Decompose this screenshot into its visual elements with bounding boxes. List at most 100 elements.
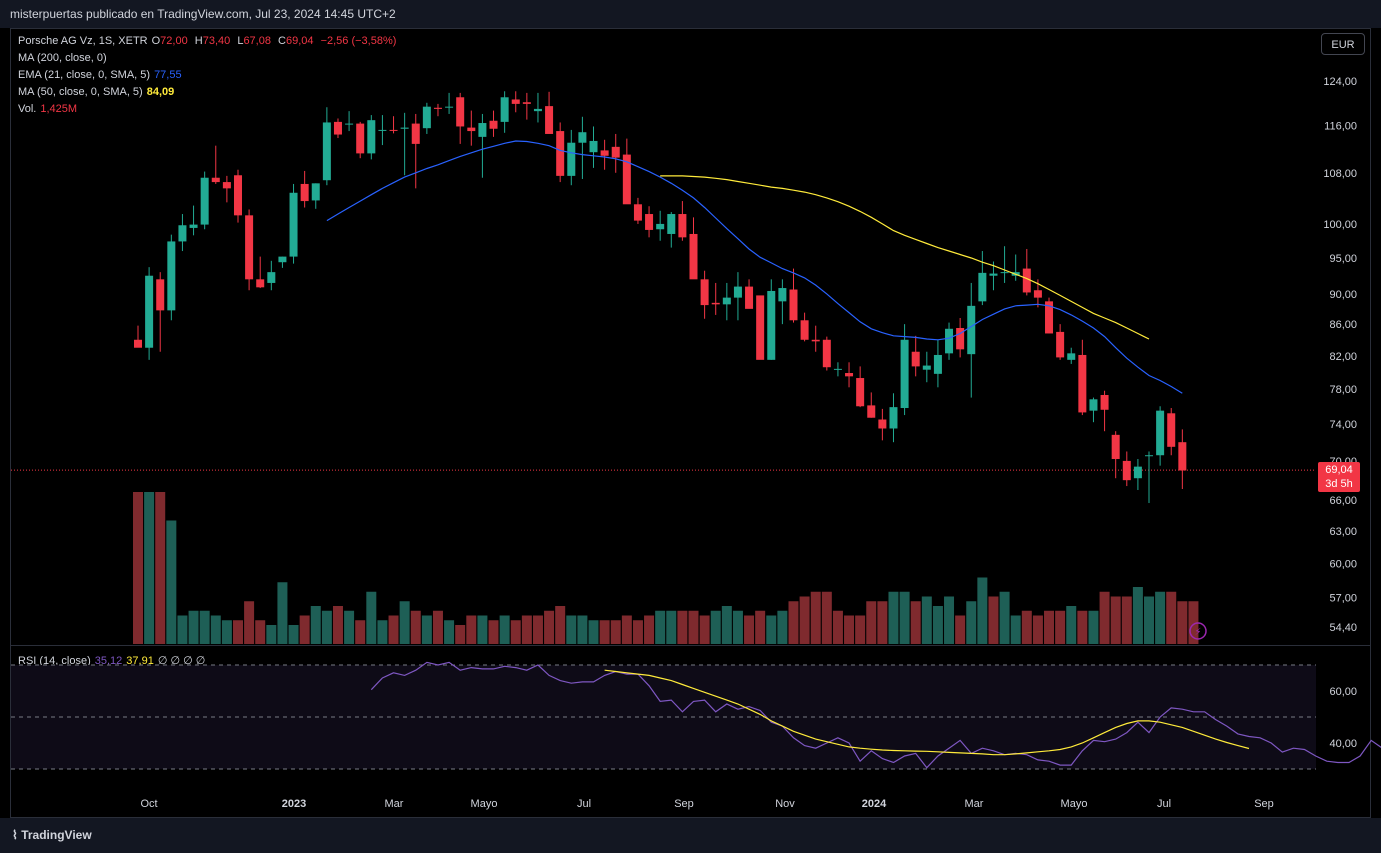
- volume-bar: [577, 615, 588, 644]
- time-tick-label: Sep: [1254, 798, 1274, 810]
- candle-body: [1145, 455, 1154, 457]
- candle-body: [1045, 301, 1054, 334]
- volume-bar: [944, 596, 955, 644]
- candle-body: [711, 302, 720, 305]
- legend-l-label: L: [237, 35, 244, 47]
- candle-body: [167, 241, 176, 311]
- candle-body: [1022, 268, 1031, 293]
- volume-bar: [1055, 610, 1066, 644]
- price-tick-label: 124,00: [1323, 76, 1357, 88]
- time-tick-label: 2024: [862, 798, 887, 810]
- volume-label: Vol.: [18, 103, 37, 115]
- brand-label: TradingView: [21, 828, 92, 842]
- price-tick-label: 63,00: [1329, 526, 1357, 538]
- legend-volume[interactable]: Vol. 1,425M: [18, 103, 81, 115]
- volume-bar: [299, 615, 310, 644]
- volume-bar: [510, 620, 521, 644]
- candle-body: [1156, 410, 1165, 456]
- volume-bar: [388, 615, 399, 644]
- last-price-tag: 69,04 3d 5h: [1318, 462, 1360, 492]
- candle-body: [522, 102, 531, 104]
- rsi-ma-line: [604, 669, 1250, 756]
- candle-body: [1111, 434, 1120, 460]
- ma50-label: MA (50, close, 0, SMA, 5): [18, 86, 143, 98]
- candle-body: [345, 123, 354, 125]
- candle-body: [467, 127, 476, 132]
- volume-bar: [188, 610, 199, 644]
- candle-body: [978, 272, 987, 302]
- volume-bar: [177, 615, 188, 644]
- candle-body: [967, 305, 976, 355]
- candle-body: [578, 132, 587, 143]
- volume-bar: [377, 620, 388, 644]
- volume-bar: [432, 610, 443, 644]
- ma50-value: 84,09: [146, 86, 175, 98]
- candle-body: [256, 279, 265, 288]
- volume-bar: [666, 610, 677, 644]
- rsi-ma-value: 37,91: [126, 655, 154, 667]
- legend-ma50[interactable]: MA (50, close, 0, SMA, 5) 84,09: [18, 86, 178, 98]
- volume-bar: [355, 620, 366, 644]
- candle-body: [478, 123, 487, 137]
- volume-bar: [210, 615, 221, 644]
- time-tick-label: 2023: [282, 798, 306, 810]
- candle-body: [733, 286, 742, 298]
- volume-bar: [899, 591, 910, 644]
- legend-low: 67,08: [243, 35, 271, 47]
- legend-ma200[interactable]: MA (200, close, 0): [18, 52, 111, 64]
- publisher-line: misterpuertas publicado en TradingView.c…: [10, 7, 396, 21]
- currency-button[interactable]: EUR: [1321, 33, 1365, 55]
- volume-bar: [421, 615, 432, 644]
- lightning-icon: [1189, 622, 1207, 640]
- candle-body: [211, 177, 220, 183]
- candle-body: [422, 106, 431, 129]
- rsi-tick-label: 60,00: [1329, 686, 1357, 698]
- candle-body: [378, 129, 387, 131]
- legend-ema21[interactable]: EMA (21, close, 0, SMA, 5) 77,55: [18, 69, 186, 81]
- volume-bar: [1021, 610, 1032, 644]
- pane-separator[interactable]: [11, 645, 1370, 646]
- candle-body: [178, 225, 187, 242]
- price-tick-label: 78,00: [1329, 384, 1357, 396]
- price-tick-label: 95,00: [1329, 253, 1357, 265]
- volume-bar: [644, 615, 655, 644]
- volume-bar: [988, 596, 999, 644]
- volume-bar: [1132, 587, 1143, 644]
- volume-bar: [199, 610, 210, 644]
- volume-bar: [1066, 606, 1077, 644]
- tradingview-logo[interactable]: ⌇ TradingView: [12, 828, 92, 842]
- price-tick-label: 90,00: [1329, 289, 1357, 301]
- price-tick-label: 66,00: [1329, 495, 1357, 507]
- candle-body: [811, 339, 820, 342]
- legend-change: −2,56 (−3,58%): [320, 35, 397, 47]
- candle-body: [233, 175, 242, 216]
- volume-bar: [1144, 596, 1155, 644]
- candle-body: [1067, 353, 1076, 360]
- candle-body: [1089, 399, 1098, 411]
- candle-body: [778, 288, 787, 302]
- price-tick-label: 116,00: [1324, 120, 1357, 132]
- volume-bar: [133, 492, 143, 644]
- candle-body: [400, 127, 409, 129]
- volume-bar: [155, 492, 166, 644]
- volume-bar: [1121, 596, 1132, 644]
- time-tick-label: Oct: [140, 798, 157, 810]
- candle-body: [1000, 272, 1009, 274]
- legend-symbol[interactable]: Porsche AG Vz, 1S, XETR: [18, 35, 148, 47]
- volume-bar: [588, 620, 599, 644]
- ema21-label: EMA (21, close, 0, SMA, 5): [18, 69, 151, 81]
- candle-body: [833, 368, 842, 370]
- legend-rsi[interactable]: RSI (14, close) 35,12 37,91 ∅ ∅ ∅ ∅: [18, 654, 209, 667]
- volume-bar: [877, 601, 888, 644]
- candle-body: [822, 339, 831, 368]
- volume-bar: [566, 615, 577, 644]
- volume-bar: [788, 601, 799, 644]
- volume-bar: [266, 625, 277, 644]
- volume-bar: [544, 610, 555, 644]
- volume-bar: [1044, 610, 1055, 644]
- volume-bar: [455, 625, 466, 644]
- volume-bar: [632, 620, 643, 644]
- rsi-label: RSI (14, close): [18, 655, 91, 667]
- volume-bar: [221, 620, 232, 644]
